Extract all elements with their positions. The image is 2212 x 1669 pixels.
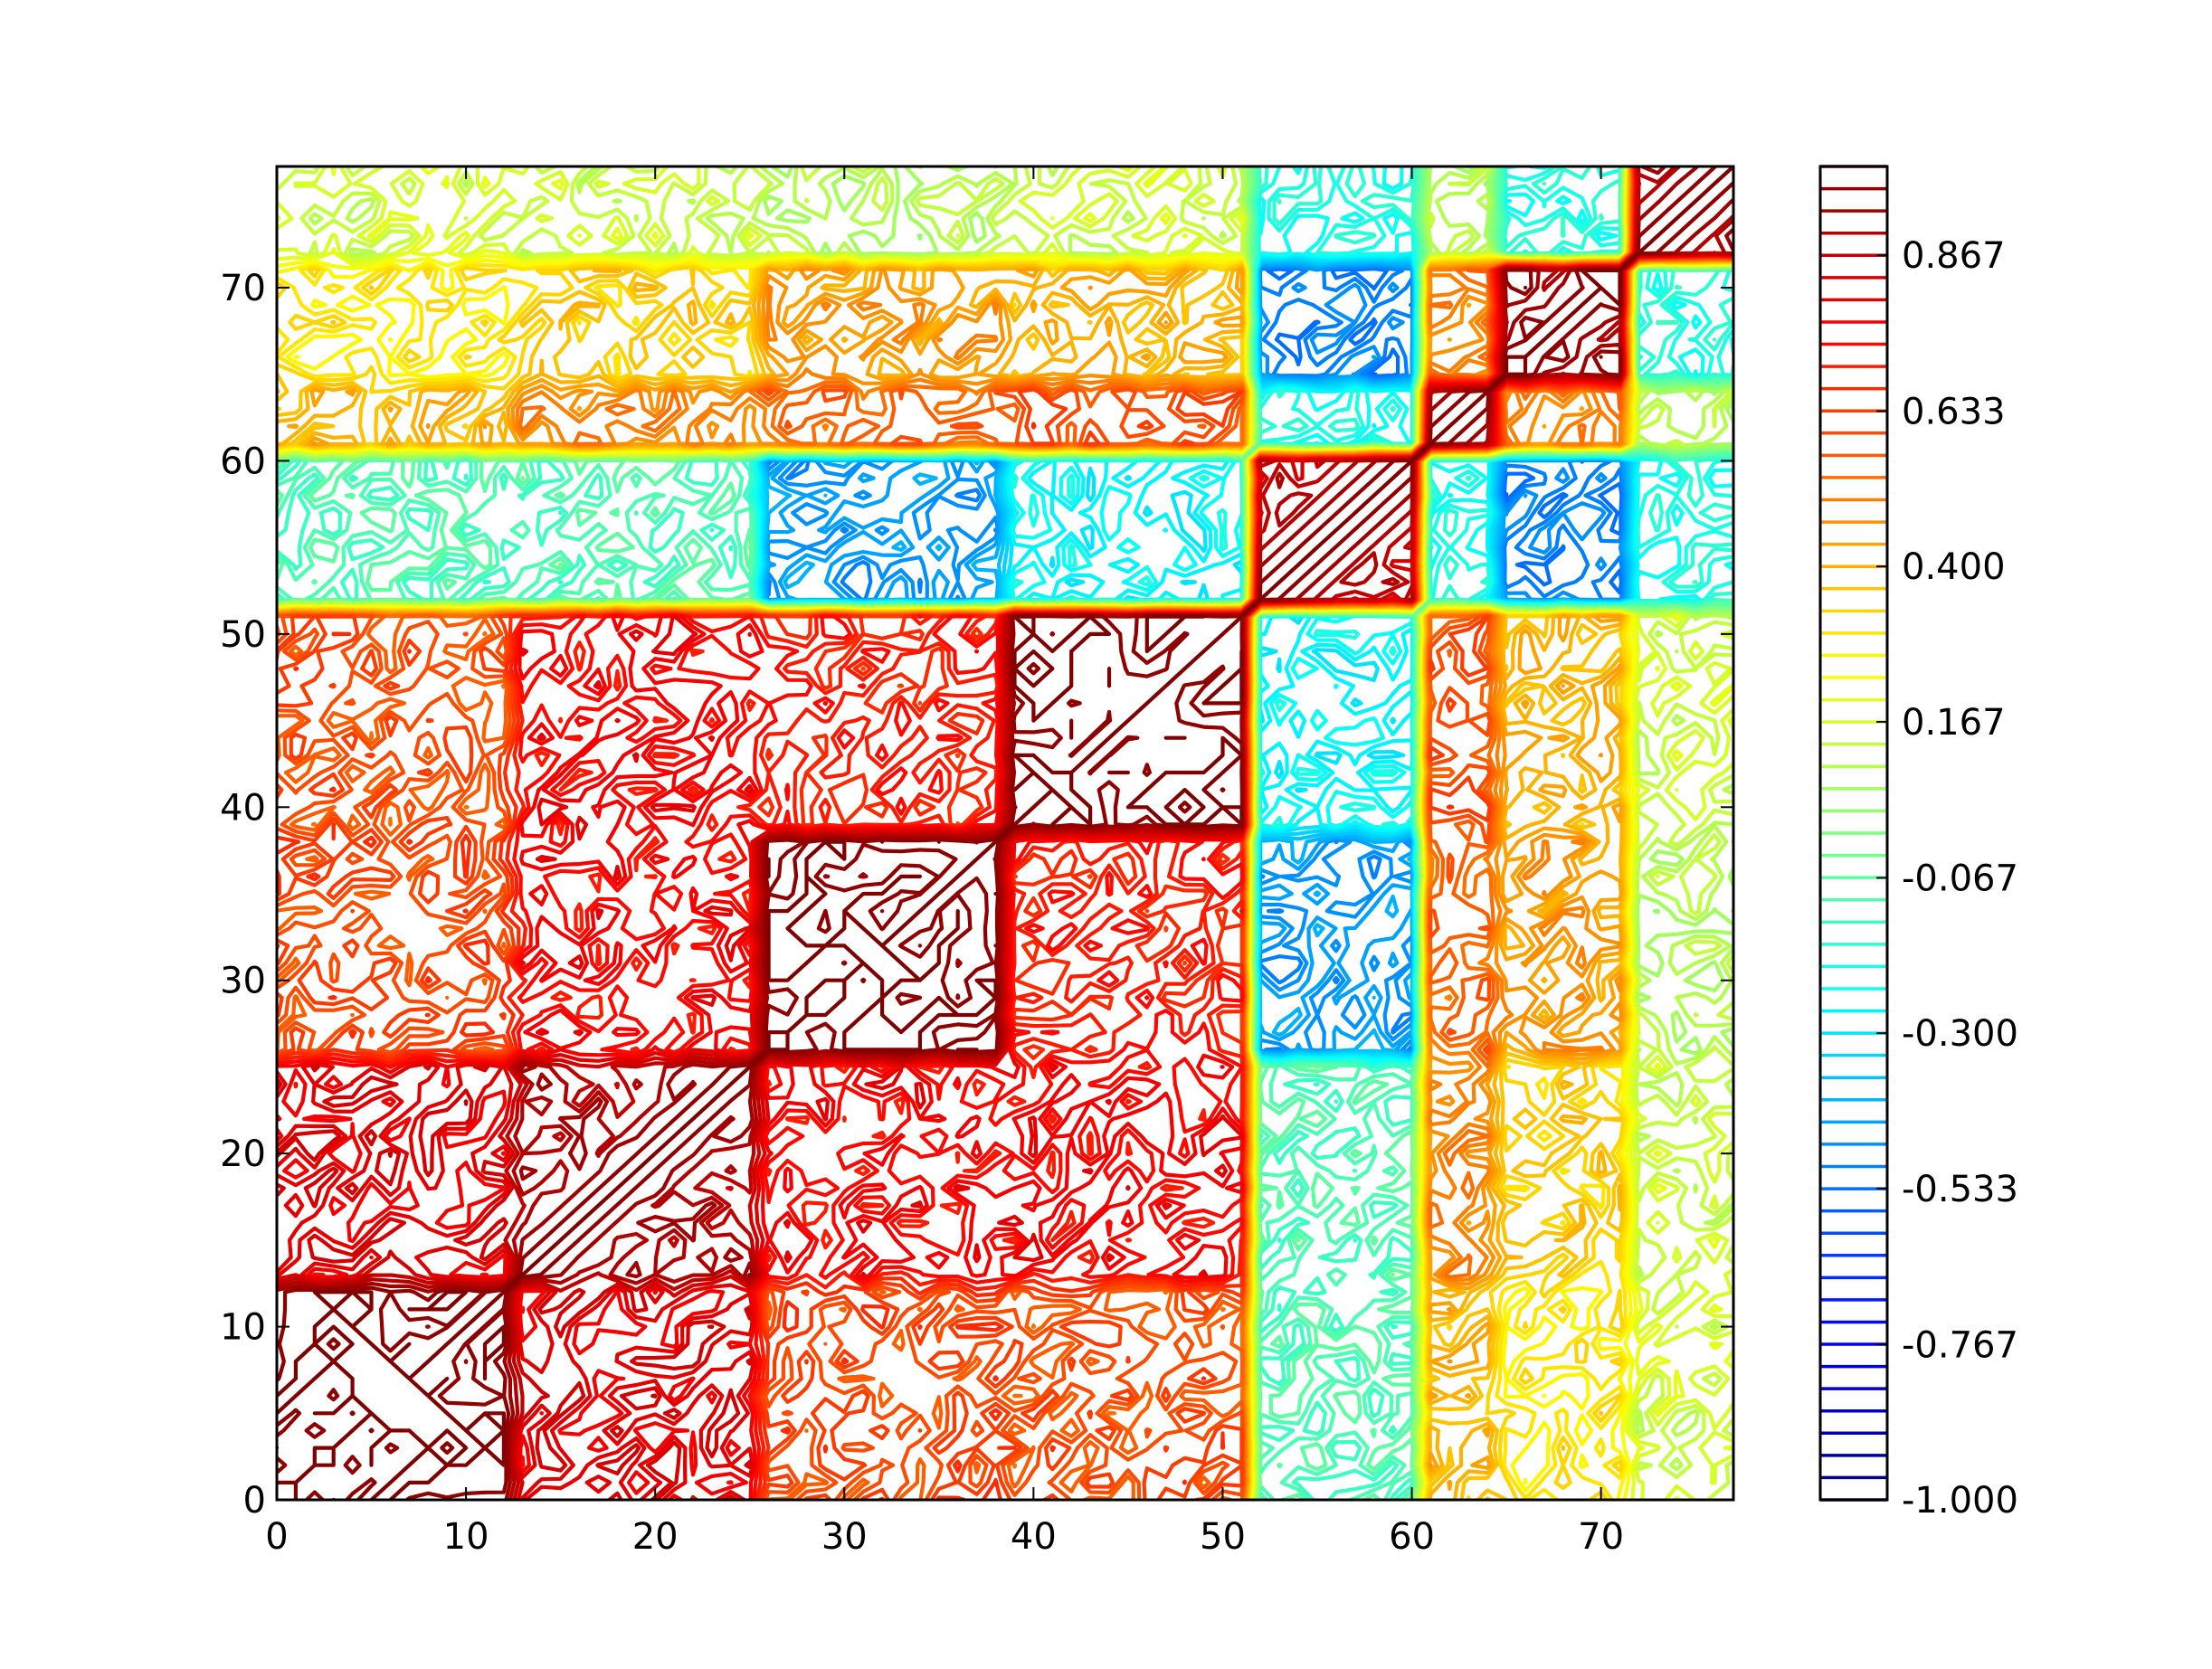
colorbar-tick-label: -1.000 — [1902, 1480, 2018, 1522]
colorbar-ticks: -1.000 -0.767 -0.533 -0.300 -0.067 0.167 0.400… — [1876, 235, 2018, 1522]
y-tick-label: 20 — [220, 1133, 266, 1175]
x-tick-label: 70 — [1578, 1516, 1624, 1558]
x-tick-label: 0 — [265, 1516, 288, 1558]
colorbar-tick-label: 0.167 — [1902, 702, 2006, 744]
colorbar-tick-label: -0.767 — [1902, 1324, 2018, 1366]
contour-level-60 — [277, 166, 1733, 1500]
y-tick-label: 10 — [220, 1307, 266, 1349]
x-tick-label: 30 — [821, 1516, 868, 1558]
y-tick-label: 30 — [220, 961, 266, 1002]
contour-level-57 — [277, 166, 1733, 1500]
plot-frame — [275, 165, 1735, 1502]
colorbar-tick-label: -0.300 — [1902, 1013, 2018, 1055]
x-tick-label: 10 — [443, 1516, 489, 1558]
y-tick-label: 50 — [220, 614, 266, 656]
contour-level-49 — [277, 166, 1733, 1500]
colorbar-tick-label: -0.533 — [1902, 1169, 2018, 1210]
y-tick-label: 40 — [220, 787, 266, 829]
colorbar-tick-label: -0.067 — [1902, 858, 2018, 899]
contour-lines — [277, 166, 1733, 1500]
y-tick-label: 70 — [220, 268, 266, 309]
colorbar-tick-label: 0.400 — [1902, 546, 2006, 588]
y-tick-label: 0 — [243, 1480, 266, 1522]
y-axis: 0 10 20 30 40 50 60 70 — [220, 268, 1733, 1522]
contour-level-52 — [277, 166, 1733, 1500]
colorbar-tick-label: 0.633 — [1902, 391, 2006, 432]
x-tick-label: 60 — [1389, 1516, 1435, 1558]
x-tick-label: 20 — [632, 1516, 679, 1558]
y-tick-label: 60 — [220, 441, 266, 482]
colorbar — [1820, 165, 1887, 1502]
x-axis: 0 10 20 30 40 50 60 70 — [265, 166, 1624, 1558]
x-tick-label: 50 — [1200, 1516, 1246, 1558]
colorbar-frame — [1818, 165, 1889, 1502]
x-tick-label: 40 — [1011, 1516, 1057, 1558]
colorbar-tick-label: 0.867 — [1902, 235, 2006, 277]
